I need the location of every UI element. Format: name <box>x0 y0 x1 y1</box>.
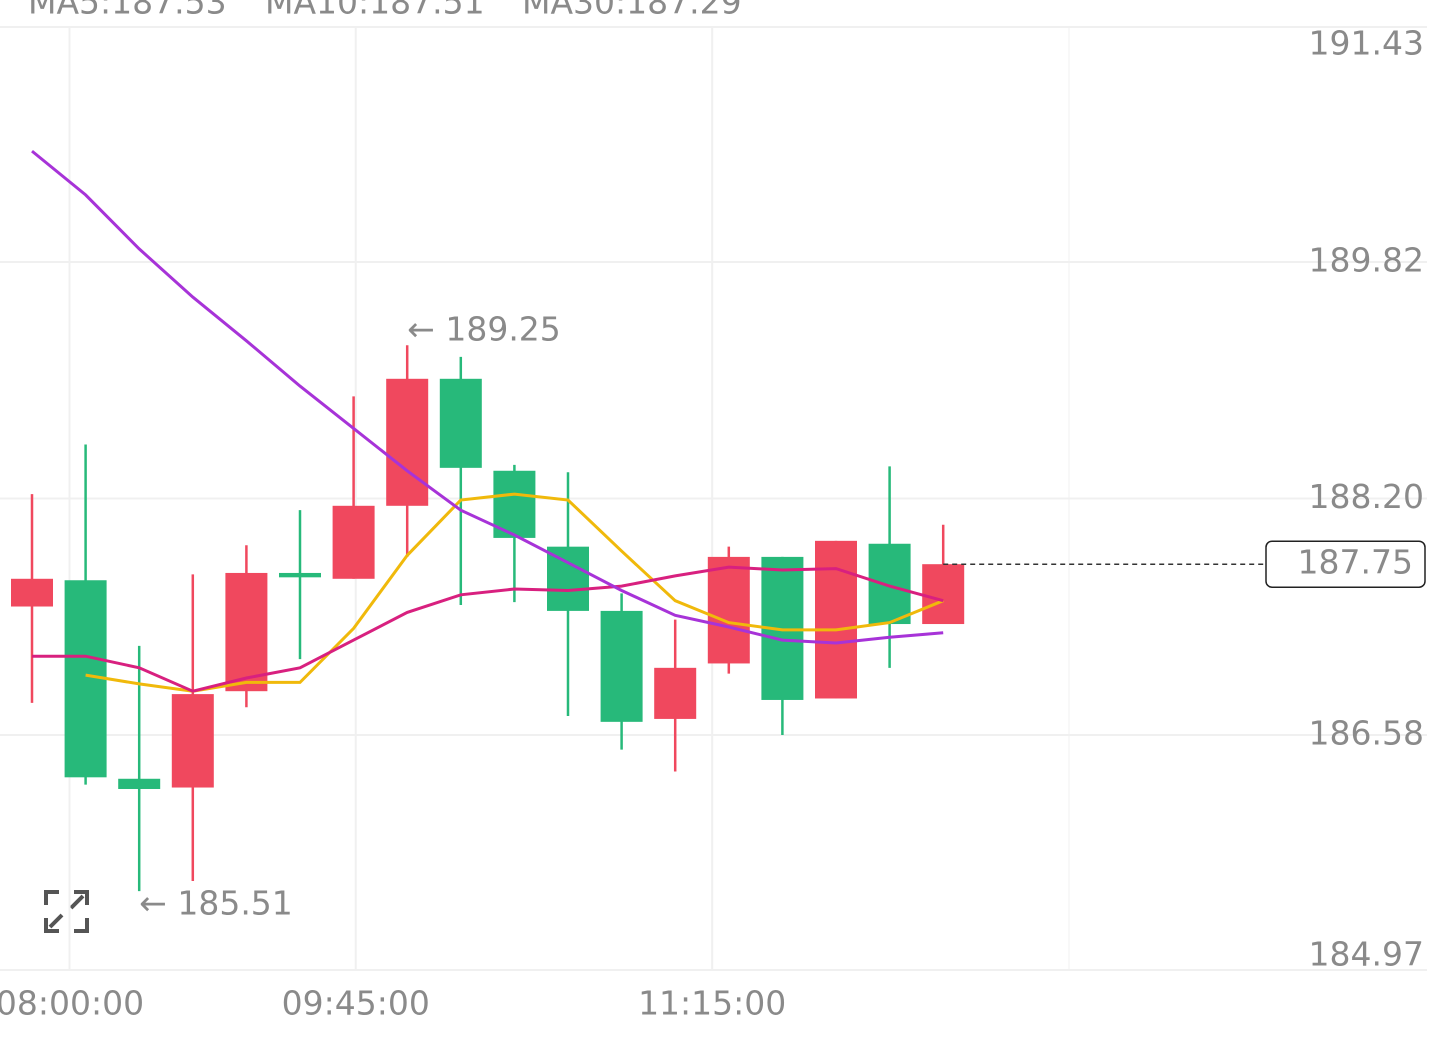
candle-body <box>225 572 268 692</box>
ma-line <box>31 149 944 645</box>
extreme-label: ← 185.51 <box>139 884 293 923</box>
candle-body <box>332 505 375 579</box>
extreme-label: ← 189.25 <box>407 310 561 349</box>
candle-body <box>171 694 214 788</box>
candle-body <box>279 572 321 578</box>
x-tick-label: 09:45:00 <box>282 984 430 1023</box>
y-tick-label: 189.82 <box>1309 241 1424 280</box>
candle-body <box>600 610 643 722</box>
ma-line <box>32 565 944 693</box>
y-tick-label: 186.58 <box>1309 713 1424 752</box>
candle-body <box>118 778 161 789</box>
candle-body <box>493 470 536 538</box>
candle-body <box>654 667 697 719</box>
y-tick-label: 184.97 <box>1309 935 1424 974</box>
candle-body <box>707 556 750 664</box>
candle-body <box>547 546 589 611</box>
legend-entry: MA30:187.29 <box>522 0 742 22</box>
candle-body <box>868 543 911 625</box>
candle-body <box>11 578 53 607</box>
last-price-box <box>1265 540 1426 588</box>
y-tick-label: 188.20 <box>1309 477 1424 516</box>
x-tick-label: 08:00:00 <box>0 984 144 1023</box>
last-price-label: 187.75 <box>1298 543 1413 582</box>
candle-body <box>439 378 482 468</box>
candle-body <box>922 564 965 625</box>
fullscreen-icon[interactable] <box>44 890 89 933</box>
legend-entry: MA5:187.53 <box>28 0 227 22</box>
y-tick-label: 191.43 <box>1309 24 1424 63</box>
legend-entry: MA10:187.51 <box>265 0 485 22</box>
candle-body <box>386 378 429 506</box>
candle-body <box>815 540 857 699</box>
x-tick-label: 11:15:00 <box>638 984 786 1023</box>
ma-line <box>85 492 944 693</box>
